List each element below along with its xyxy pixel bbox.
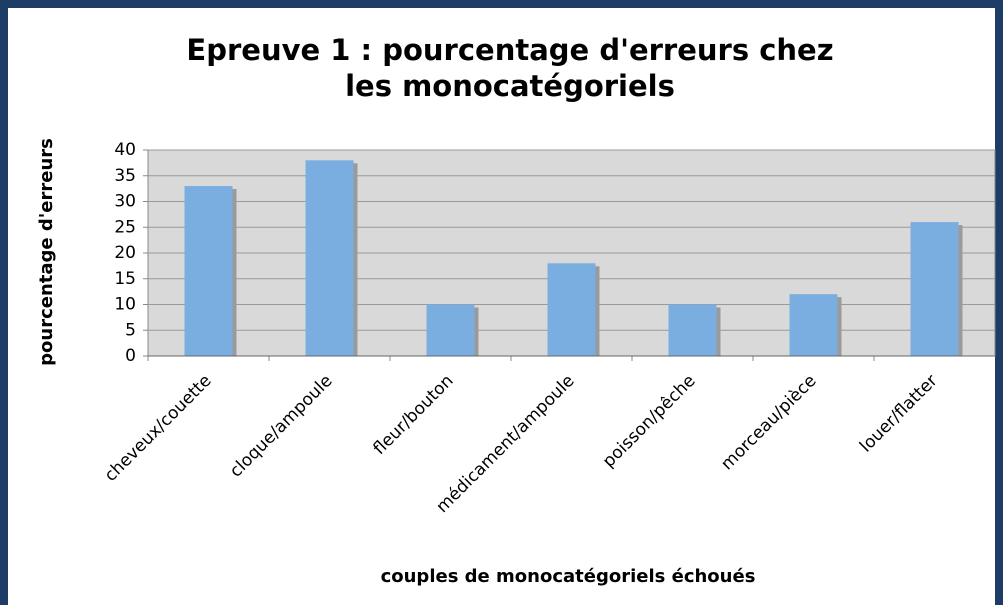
bar — [789, 294, 838, 356]
y-tick-label: 0 — [125, 346, 136, 366]
x-tick-label: cheveux/couette — [101, 371, 216, 486]
bar — [426, 304, 475, 356]
bar — [305, 160, 354, 356]
bar — [547, 263, 596, 356]
y-tick-label: 10 — [114, 295, 136, 315]
y-tick-label: 25 — [114, 217, 136, 237]
chart-title: Epreuve 1 : pourcentage d'erreurs chez l… — [186, 33, 834, 103]
y-tick-label: 35 — [114, 166, 136, 186]
y-tick-label: 15 — [114, 269, 136, 289]
x-tick-label: morceau/pièce — [717, 371, 820, 474]
bar — [668, 304, 717, 356]
bar — [184, 186, 233, 356]
y-tick-label: 40 — [114, 140, 136, 160]
y-tick-label: 30 — [114, 192, 136, 212]
x-tick-label: médicament/ampoule — [432, 371, 578, 517]
x-axis-title: couples de monocatégoriels échoués — [381, 566, 756, 587]
y-tick-label: 5 — [125, 320, 136, 340]
x-tick-label: poisson/pêche — [599, 371, 700, 472]
y-tick-label: 20 — [114, 243, 136, 263]
y-axis-title: pourcentage d'erreurs — [36, 138, 57, 366]
x-tick-label: louer/flatter — [856, 371, 942, 457]
x-tick-label: fleur/bouton — [370, 371, 458, 459]
x-tick-label: cloque/ampoule — [226, 371, 337, 482]
bar — [910, 222, 959, 356]
